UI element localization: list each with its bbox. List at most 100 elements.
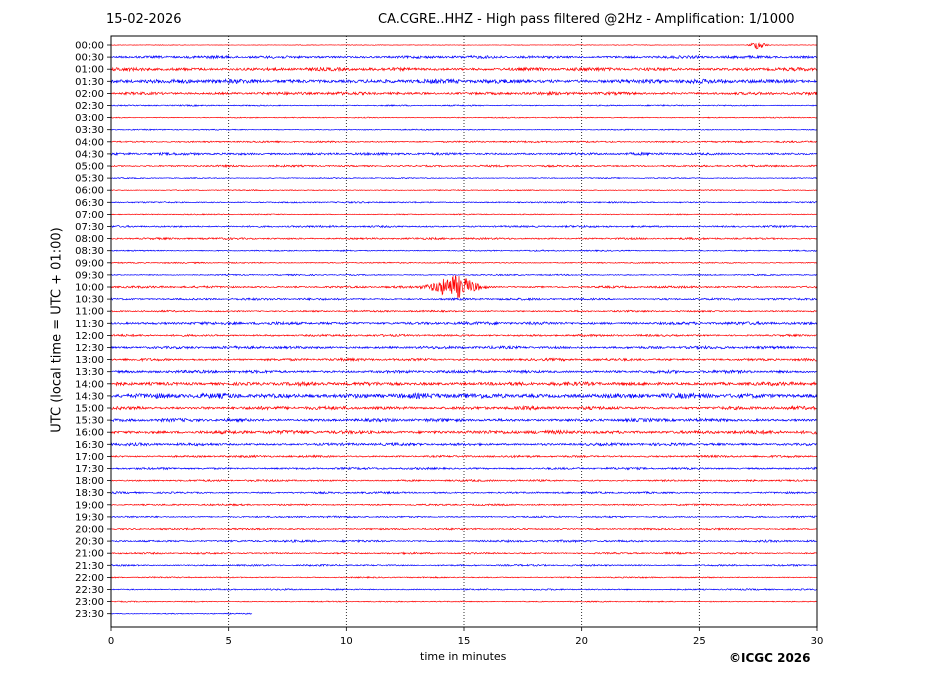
plot-frame (110, 35, 818, 628)
y-tick-label: 08:30 (75, 246, 104, 257)
y-tick-label: 21:30 (75, 561, 104, 572)
y-tick-label: 23:00 (75, 597, 104, 608)
trace-line (110, 344, 817, 351)
trace-line (110, 612, 253, 615)
y-tick-label: 04:00 (75, 137, 104, 148)
y-tick-label: 04:30 (75, 149, 104, 160)
y-tick-label: 21:00 (75, 549, 104, 560)
trace-line (110, 128, 817, 131)
y-tick-label: 14:00 (75, 379, 104, 390)
trace-line (110, 90, 817, 97)
y-tick-label: 17:30 (75, 464, 104, 475)
y-tick-label: 14:30 (75, 391, 104, 402)
trace-line (110, 275, 817, 299)
trace-line (110, 551, 817, 555)
trace-line (110, 213, 817, 216)
y-tick-label: 02:00 (75, 89, 104, 100)
y-tick-label: 01:00 (75, 65, 104, 76)
y-tick-label: 16:30 (75, 440, 104, 451)
y-tick-label: 22:00 (75, 573, 104, 584)
y-tick-label: 19:00 (75, 500, 104, 511)
x-axis-label: time in minutes (420, 650, 507, 663)
x-tick-label: 0 (108, 636, 114, 647)
trace-line (110, 189, 817, 192)
trace-line (110, 441, 817, 447)
y-tick-label: 07:30 (75, 222, 104, 233)
y-tick-label: 02:30 (75, 101, 104, 112)
y-tick-label: 11:30 (75, 319, 104, 330)
trace-line (110, 176, 817, 180)
y-tick-label: 00:00 (75, 41, 104, 52)
trace-line (110, 429, 817, 436)
trace-line (110, 576, 817, 579)
trace-line (110, 236, 817, 241)
trace-line (110, 54, 817, 60)
y-tick-label: 09:30 (75, 270, 104, 281)
x-tick-label: 30 (811, 636, 824, 647)
y-tick-label: 13:30 (75, 367, 104, 378)
trace-line (110, 600, 817, 603)
trace-line (110, 563, 817, 568)
x-tick-label: 25 (693, 636, 706, 647)
trace-line (110, 104, 817, 107)
trace-line (110, 151, 817, 157)
x-tick-label: 5 (225, 636, 231, 647)
y-tick-label: 20:30 (75, 537, 104, 548)
trace-line (110, 490, 817, 495)
trace-line (110, 392, 817, 400)
trace-line (110, 78, 817, 85)
y-tick-label: 19:30 (75, 512, 104, 523)
trace-line (110, 588, 817, 591)
trace-line (110, 66, 817, 73)
y-tick-label: 05:30 (75, 174, 104, 185)
x-tick-label: 10 (340, 636, 353, 647)
trace-line (110, 503, 817, 507)
y-tick-label: 11:00 (75, 307, 104, 318)
y-tick-label: 18:00 (75, 476, 104, 487)
trace-line (110, 478, 817, 483)
y-tick-label: 06:00 (75, 186, 104, 197)
trace-line (110, 163, 817, 169)
trace-line (110, 466, 817, 471)
y-tick-label: 08:00 (75, 234, 104, 245)
trace-line (110, 297, 817, 302)
y-tick-label: 05:00 (75, 162, 104, 173)
y-tick-label: 12:30 (75, 343, 104, 354)
y-tick-label: 01:30 (75, 77, 104, 88)
y-tick-label: 17:00 (75, 452, 104, 463)
trace-line (110, 140, 817, 144)
y-tick-label: 12:00 (75, 331, 104, 342)
y-tick-label: 18:30 (75, 488, 104, 499)
trace-line (110, 42, 817, 50)
y-tick-label: 00:30 (75, 53, 104, 64)
trace-line (110, 273, 817, 277)
trace-line (110, 404, 817, 411)
trace-line (110, 380, 817, 387)
trace-line (110, 116, 817, 119)
trace-line (110, 309, 817, 313)
trace-line (110, 357, 817, 363)
y-tick-label: 23:30 (75, 609, 104, 620)
y-tick-label: 06:30 (75, 198, 104, 209)
copyright-label: ©ICGC 2026 (729, 651, 811, 665)
trace-line (110, 369, 817, 375)
trace-line (110, 320, 817, 326)
y-tick-label: 15:00 (75, 404, 104, 415)
y-tick-label: 22:30 (75, 585, 104, 596)
y-tick-label: 10:00 (75, 283, 104, 294)
x-tick-label: 15 (458, 636, 471, 647)
trace-line (110, 527, 817, 531)
y-tick-label: 03:00 (75, 113, 104, 124)
trace-line (110, 200, 817, 204)
y-tick-label: 16:00 (75, 428, 104, 439)
trace-line (110, 539, 817, 544)
y-tick-label: 13:00 (75, 355, 104, 366)
y-tick-label: 07:00 (75, 210, 104, 221)
x-tick-label: 20 (575, 636, 588, 647)
trace-line (110, 333, 817, 338)
trace-line (110, 249, 817, 253)
y-tick-label: 03:30 (75, 125, 104, 136)
date-label: 15-02-2026 (106, 12, 182, 27)
y-tick-label: 09:00 (75, 258, 104, 269)
